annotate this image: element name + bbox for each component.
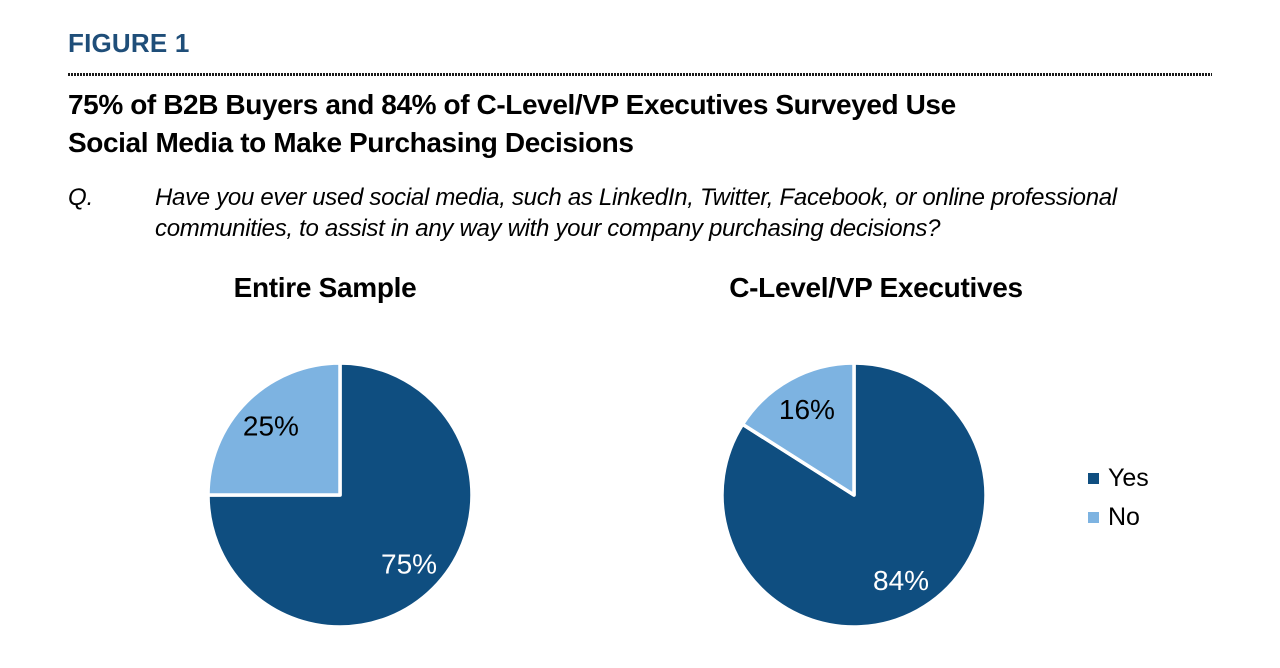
legend-label-no: No bbox=[1108, 503, 1140, 531]
pie-label-no: 16% bbox=[779, 394, 835, 425]
legend-item-no: No bbox=[1088, 503, 1149, 531]
pie-slice-yes bbox=[206, 361, 474, 629]
chart-legend: Yes No bbox=[1088, 464, 1149, 542]
pie-slice-no bbox=[206, 361, 342, 497]
question-text: Have you ever used social media, such as… bbox=[155, 182, 1200, 244]
question-line1: Have you ever used social media, such as… bbox=[155, 184, 1117, 211]
pie-label-yes: 84% bbox=[873, 565, 929, 596]
legend-item-yes: Yes bbox=[1088, 464, 1149, 492]
pie-label-no: 25% bbox=[243, 410, 299, 441]
pie-slice-yes bbox=[720, 361, 988, 629]
dotted-separator bbox=[68, 73, 1212, 76]
pie-chart-entire-sample: 75% 25% bbox=[206, 361, 474, 629]
pie-label-yes: 75% bbox=[381, 549, 437, 580]
figure-title-line2: Social Media to Make Purchasing Decision… bbox=[68, 127, 634, 158]
legend-swatch-no bbox=[1088, 511, 1099, 523]
legend-label-yes: Yes bbox=[1108, 464, 1149, 492]
pie-slice-no bbox=[740, 361, 856, 497]
pie-chart-c-level-vp-executives: 84% 16% bbox=[720, 361, 988, 629]
figure-title: 75% of B2B Buyers and 84% of C-Level/VP … bbox=[68, 86, 1068, 162]
chart-title-c-level-vp-executives: C-Level/VP Executives bbox=[729, 272, 1023, 303]
chart-title-entire-sample: Entire Sample bbox=[233, 272, 417, 303]
question-prefix: Q. bbox=[68, 184, 94, 211]
question-line2: communities, to assist in any way with y… bbox=[155, 215, 941, 242]
figure-label: FIGURE 1 bbox=[68, 28, 190, 58]
figure-title-line1: 75% of B2B Buyers and 84% of C-Level/VP … bbox=[68, 89, 956, 120]
legend-swatch-yes bbox=[1088, 472, 1099, 484]
